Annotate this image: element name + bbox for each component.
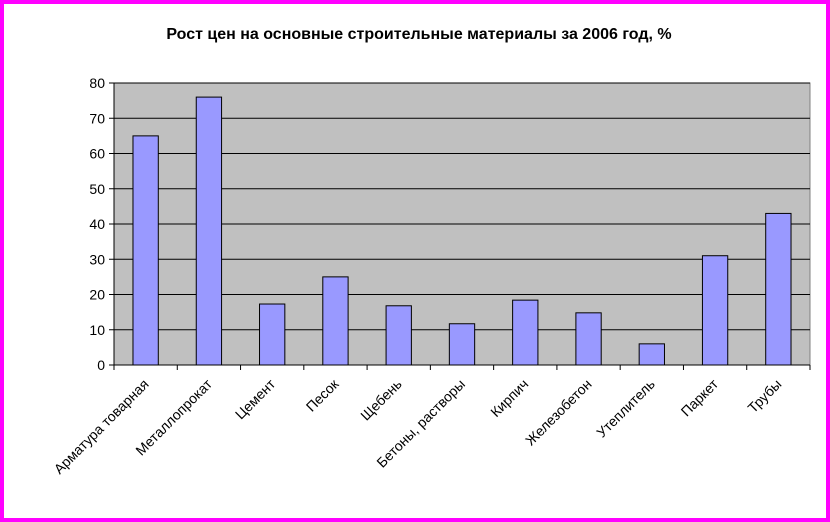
x-tick-label: Железобетон (522, 376, 595, 449)
y-tick-labels: 0 10 20 30 40 50 60 70 80 (89, 75, 105, 373)
bar (765, 212, 792, 366)
bar (259, 303, 286, 366)
bar (448, 323, 476, 366)
bar (132, 135, 159, 366)
y-tick-label: 60 (89, 146, 105, 162)
bar (701, 255, 729, 366)
bar (385, 305, 412, 366)
bar (512, 299, 539, 366)
bar (575, 312, 602, 366)
x-tick-label: Песок (303, 375, 342, 414)
x-tick-label: Паркет (678, 375, 722, 419)
bar (638, 343, 665, 366)
bar (322, 276, 349, 366)
bars (132, 96, 792, 366)
y-tick-label: 50 (89, 181, 105, 197)
y-tick-label: 40 (89, 216, 105, 232)
bar (195, 96, 223, 366)
y-tick-label: 30 (89, 251, 105, 267)
x-tick-label: Трубы (744, 376, 784, 416)
y-tick-label: 70 (89, 110, 105, 126)
x-tick-label: Щебень (357, 376, 405, 424)
y-tick-label: 20 (89, 287, 105, 303)
bar-chart: 0 10 20 30 40 50 60 70 80 Арматура товарнаяМетал… (51, 75, 811, 477)
gridlines (114, 82, 810, 331)
x-tick-label: Утеплитель (593, 376, 658, 441)
x-tick-label: Кирпич (487, 376, 531, 420)
y-tick-label: 10 (89, 322, 105, 338)
chart-title: Рост цен на основные строительные матери… (166, 26, 672, 43)
axes (109, 82, 811, 370)
x-tick-label: Арматура товарная (51, 376, 152, 477)
x-tick-label: Цемент (232, 375, 279, 422)
y-tick-label: 0 (97, 357, 105, 373)
y-tick-label: 80 (89, 75, 105, 91)
